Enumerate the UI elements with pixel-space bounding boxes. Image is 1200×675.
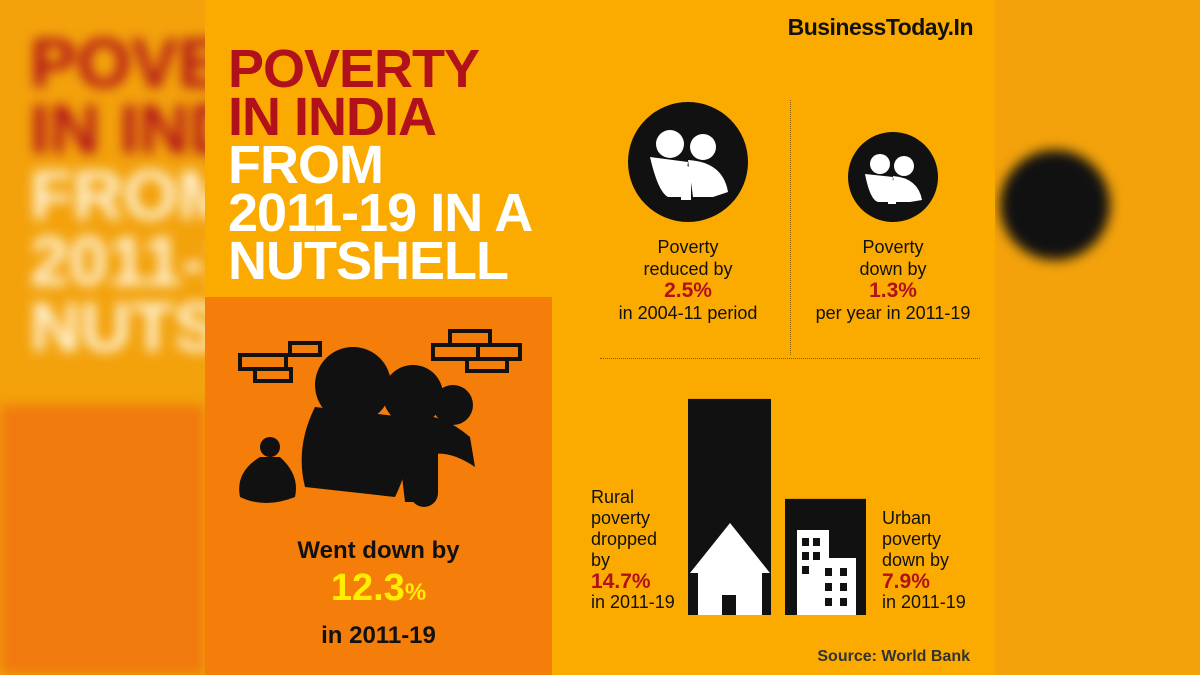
brand: BusinessToday.In [787,14,974,40]
highlight-period: in 2011-19 [321,622,436,649]
window [825,568,832,576]
window [802,538,809,546]
stat-text: down by [859,259,927,279]
blurred-orange [0,405,205,675]
blurred-left: POVERTY IN INDIA FROM 2011-19 IN A NUTSH… [0,0,205,675]
window [840,583,847,591]
label-text: poverty [882,529,942,549]
blurred-right [995,0,1200,675]
family-figures [239,347,475,507]
label-text: by [591,550,611,570]
window [840,568,847,576]
title-line: POVERTY [228,39,480,99]
stat-number: 2.5% [664,279,712,302]
highlight-box: Went down by 12.3% in 2011-19 [205,297,552,675]
title-line: FROM [228,135,384,195]
blurred-icon [1000,150,1110,260]
highlight-unit: % [404,579,427,606]
label-text: poverty [591,508,651,528]
highlight-number: 12.3 [330,567,405,609]
blurred-line: IN INDIA [30,90,205,168]
stat: Poverty down by 1.3% per year in 2011-19 [793,236,993,324]
urban-label: Urban poverty down by 7.9% in 2011-19 [882,508,966,613]
highlight-figure: 12.3% [205,567,552,610]
bricks [238,329,522,383]
label-text: Rural [591,487,635,507]
title-line: IN INDIA [228,87,437,147]
stat-icon [628,102,748,222]
stat-text: Poverty [862,237,924,257]
stat-text: in 2004-11 period [618,303,758,323]
label-text: down by [882,550,950,570]
label-text: in 2011-19 [591,592,675,612]
label-text: in 2011-19 [882,592,966,612]
divider [600,358,980,359]
blurred-line: POVERTY [30,24,205,102]
blurred-title: POVERTY IN INDIA FROM 2011-19 IN A NUTSH… [30,24,205,366]
stat: Poverty reduced by 2.5% in 2004-11 perio… [588,236,788,324]
title-line: 2011-19 IN A [228,183,533,243]
title-line: NUTSHELL [228,231,509,291]
window [813,552,820,560]
bar-chart [688,398,866,615]
window [825,583,832,591]
stat-text: per year in 2011-19 [815,303,971,323]
source: Source: World Bank [817,648,970,665]
blurred-line: 2011-19 IN A [30,222,205,300]
label-text: dropped [591,529,658,549]
blurred-line: NUTSHELL [30,288,205,366]
stat-icon [848,132,938,222]
hut-roof [690,523,770,573]
hut-door [722,595,736,615]
label-number: 7.9% [882,570,930,593]
label-text: Urban [882,508,932,528]
divider [790,100,791,355]
window [813,538,820,546]
blurred-line: FROM [30,156,205,234]
label-number: 14.7% [591,570,651,593]
window [825,598,832,606]
window [840,598,847,606]
window [802,566,809,574]
main-panel: BusinessToday.In POVERTY IN INDIA FROM 2… [205,0,995,675]
stat-text: Poverty [657,237,719,257]
window [802,552,809,560]
poverty-illustration [238,329,522,507]
stat-text: reduced by [643,259,733,279]
rural-label: Rural poverty dropped by 14.7% in 2011-1… [591,487,675,613]
stat-number: 1.3% [869,279,917,302]
highlight-lead: Went down by [297,537,460,564]
